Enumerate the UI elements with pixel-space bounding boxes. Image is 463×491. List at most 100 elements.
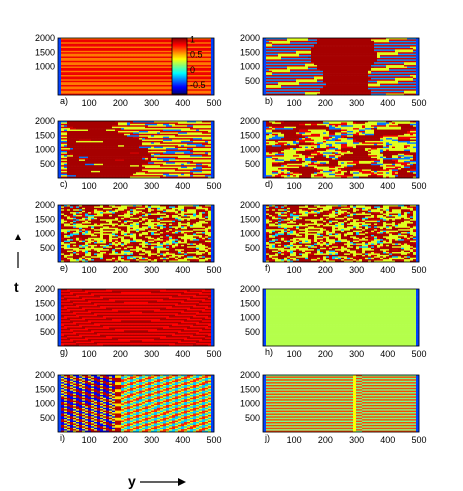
heatmap-cell: [70, 65, 74, 67]
heatmap-cell: [359, 45, 363, 47]
heatmap-cell: [208, 75, 212, 77]
heatmap-cell: [70, 152, 74, 155]
heatmap-cell: [389, 59, 393, 62]
heatmap-cell: [61, 89, 65, 92]
heatmap-cell: [305, 63, 309, 66]
heatmap-cell: [314, 49, 318, 52]
heatmap-cell: [79, 80, 83, 83]
heatmap-cell: [368, 60, 372, 63]
heatmap-cell: [416, 59, 420, 62]
heatmap-cell: [392, 87, 396, 90]
heatmap-cell: [121, 80, 125, 83]
heatmap-cell: [272, 65, 276, 67]
heatmap-cell: [67, 93, 71, 96]
heatmap-cell: [88, 60, 92, 63]
heatmap-cell: [193, 62, 197, 64]
heatmap-cell: [82, 93, 86, 96]
heatmap-cell: [290, 79, 294, 82]
heatmap-cell: [61, 82, 65, 84]
heatmap-cell: [386, 89, 390, 92]
heatmap-cell: [332, 82, 336, 84]
heatmap-cell: [395, 69, 399, 72]
heatmap-cell: [332, 87, 336, 90]
heatmap-cell: [115, 89, 119, 92]
heatmap-cell: [109, 75, 113, 77]
heatmap-cell: [269, 57, 273, 60]
heatmap-cell: [64, 40, 68, 43]
heatmap-cell: [205, 69, 209, 72]
heatmap-cell: [284, 49, 288, 52]
heatmap-cell: [67, 52, 71, 54]
heatmap-cell: [85, 77, 89, 80]
heatmap-cell: [362, 76, 366, 79]
heatmap-cell: [172, 93, 176, 96]
heatmap-cell: [196, 70, 200, 73]
heatmap-cell: [398, 66, 402, 69]
heatmap-cell: [272, 42, 276, 44]
heatmap-cell: [64, 62, 68, 64]
heatmap-cell: [187, 89, 191, 92]
heatmap-cell: [401, 63, 405, 66]
heatmap-cell: [404, 50, 408, 53]
heatmap-cell: [320, 55, 324, 57]
heatmap-cell: [302, 66, 306, 69]
heatmap-cell: [359, 73, 363, 76]
heatmap-cell: [383, 45, 387, 47]
heatmap-cell: [302, 69, 306, 72]
heatmap-cell: [356, 57, 360, 60]
heatmap-cell: [112, 60, 116, 63]
heatmap-cell: [353, 52, 357, 54]
heatmap-cell: [154, 52, 158, 54]
heatmap-cell: [329, 85, 333, 87]
heatmap-cell: [296, 86, 300, 89]
heatmap-cell: [278, 86, 282, 89]
heatmap-cell: [124, 53, 128, 56]
heatmap-cell: [64, 139, 68, 142]
heatmap-cell: [133, 43, 137, 46]
heatmap-cell: [64, 43, 68, 46]
heatmap-cell: [127, 90, 131, 93]
heatmap-cell: [362, 70, 366, 73]
heatmap-cell: [205, 67, 209, 70]
heatmap-cell: [272, 43, 276, 46]
heatmap-cell: [208, 47, 212, 50]
heatmap-cell: [362, 50, 366, 53]
heatmap-cell: [199, 87, 203, 90]
heatmap-cell: [305, 42, 309, 44]
heatmap-cell: [82, 49, 86, 52]
heatmap-cell: [67, 160, 71, 163]
heatmap-cell: [365, 40, 369, 43]
heatmap-cell: [88, 52, 92, 54]
heatmap-cell: [323, 65, 327, 67]
heatmap-cell: [73, 172, 77, 175]
heatmap-cell: [338, 45, 342, 47]
heatmap-cell: [130, 80, 134, 83]
heatmap-cell: [374, 87, 378, 90]
heatmap-cell: [145, 43, 149, 46]
heatmap-cell: [380, 93, 384, 96]
heatmap-cell: [112, 39, 116, 42]
heatmap-cell: [299, 39, 303, 42]
heatmap-cell: [410, 80, 414, 83]
heatmap-cell: [299, 82, 303, 84]
heatmap-cell: [64, 60, 68, 63]
heatmap-cell: [118, 92, 122, 94]
heatmap-cell: [67, 136, 71, 139]
heatmap-cell: [106, 59, 110, 62]
heatmap-cell: [70, 140, 74, 143]
heatmap-cell: [190, 53, 194, 56]
heatmap-cell: [338, 47, 342, 50]
heatmap-cell: [401, 55, 405, 57]
heatmap-cell: [103, 69, 107, 72]
heatmap-cell: [160, 63, 164, 66]
heatmap-cell: [275, 63, 279, 66]
heatmap-cell: [70, 145, 74, 147]
heatmap-cell: [70, 159, 74, 162]
heatmap-cell: [269, 38, 273, 40]
heatmap-cell: [151, 40, 155, 43]
heatmap-cell: [347, 87, 351, 90]
heatmap-cell: [115, 55, 119, 57]
heatmap-cell: [190, 72, 194, 74]
heatmap-cell: [365, 80, 369, 83]
heatmap-cell: [308, 92, 312, 94]
